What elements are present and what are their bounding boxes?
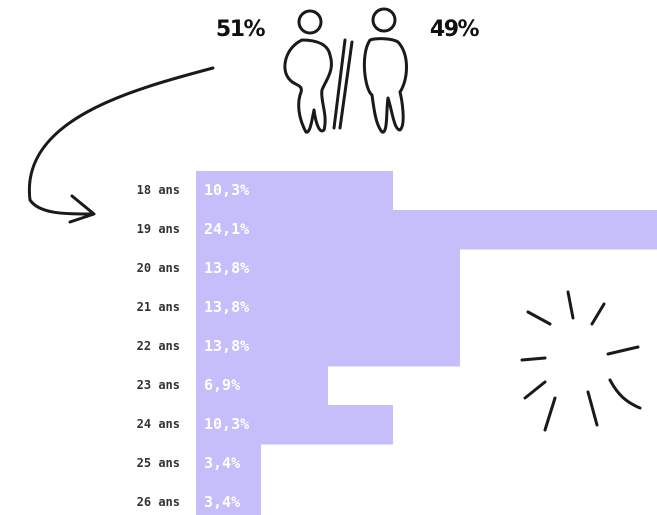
category-label: 23 ans <box>137 378 180 392</box>
value-label: 3,4% <box>204 454 240 472</box>
gender-icon <box>283 7 408 134</box>
bar <box>196 444 262 484</box>
category-label: 19 ans <box>137 222 180 236</box>
category-label: 24 ans <box>137 417 180 431</box>
category-label: 21 ans <box>137 300 180 314</box>
burst <box>520 290 642 432</box>
arrow <box>27 66 215 216</box>
bar-chart: 18 ans 10,3% 19 ans 24,1% 20 ans 13,8% 21 ans 1… <box>137 171 657 515</box>
annotation: 51% <box>216 17 266 42</box>
category-label: 18 ans <box>137 183 180 197</box>
value-label: 24,1% <box>204 220 249 238</box>
value-label: 10,3% <box>204 181 249 199</box>
bar <box>196 405 394 445</box>
annotation: 49% <box>430 17 480 42</box>
category-label: 22 ans <box>137 339 180 353</box>
bar <box>196 249 460 289</box>
bar <box>196 210 657 250</box>
bar <box>196 171 394 211</box>
value-label: 3,4% <box>204 493 240 511</box>
bar <box>196 327 460 367</box>
bar <box>196 483 262 515</box>
bar <box>196 366 328 406</box>
bar <box>196 288 460 328</box>
value-label: 6,9% <box>204 376 240 394</box>
value-label: 13,8% <box>204 259 249 277</box>
category-label: 25 ans <box>137 456 180 470</box>
category-label: 20 ans <box>137 261 180 275</box>
arrow-head <box>68 194 96 224</box>
value-label: 13,8% <box>204 298 249 316</box>
value-label: 13,8% <box>204 337 249 355</box>
category-label: 26 ans <box>137 495 180 509</box>
value-label: 10,3% <box>204 415 249 433</box>
